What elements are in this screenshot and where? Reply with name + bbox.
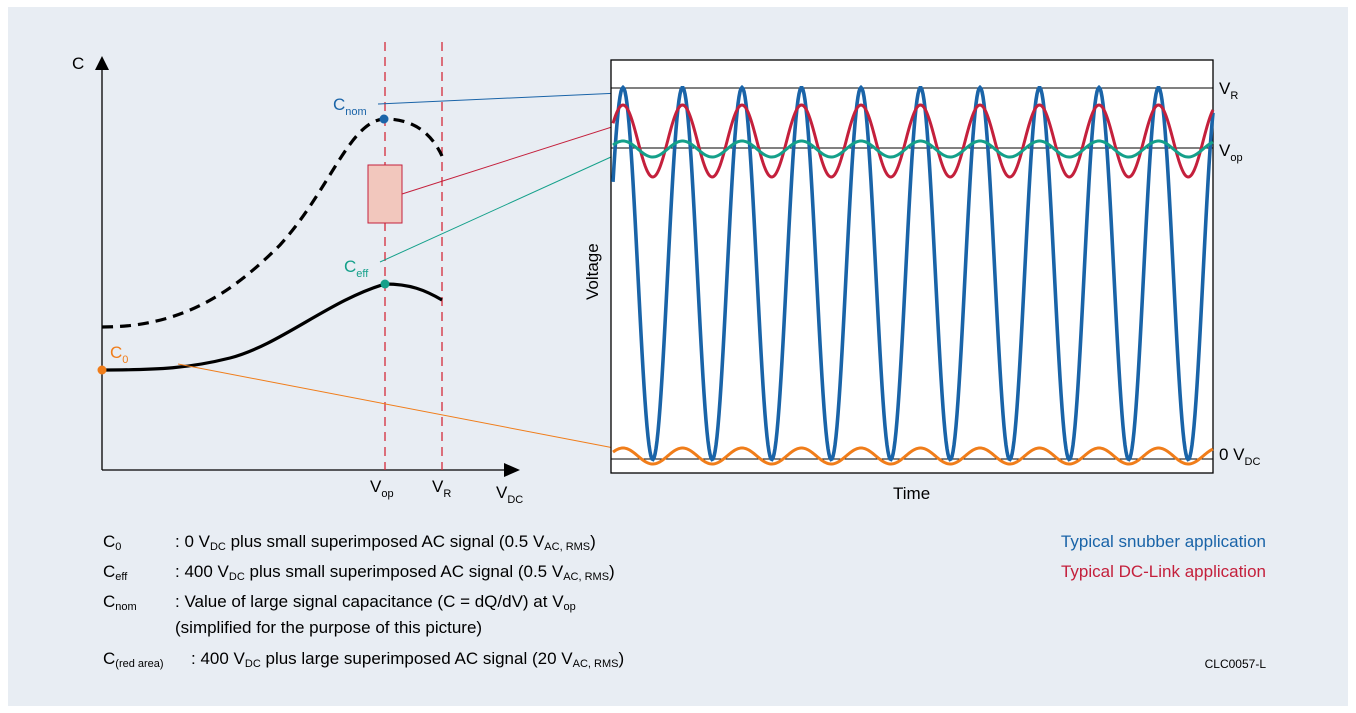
- c0-label: C0: [110, 343, 128, 366]
- legend-cred-text: : 400 VDC plus large superimposed AC sig…: [191, 649, 625, 670]
- right-y-axis-label: Voltage: [583, 243, 602, 300]
- ceff-label: Ceff: [344, 257, 369, 280]
- legend-block: C0 : 0 VDC plus small superimposed AC si…: [103, 532, 803, 682]
- legend-c0-text: : 0 VDC plus small superimposed AC signa…: [175, 532, 596, 553]
- c0-waveform: [612, 446, 1214, 466]
- ceff-connector: [379, 151, 623, 263]
- red-area-box: [367, 164, 403, 224]
- left-capacitance-chart: C VDC Vop VR Cnom Ceff C0: [72, 42, 523, 506]
- left-y-axis-arrow: [95, 56, 109, 70]
- ceff-solid-curve: [101, 282, 443, 372]
- vr-tick-label: VR: [432, 477, 451, 500]
- figure-code: CLC0057-L: [1204, 657, 1266, 671]
- dclink-waveform: [611, 103, 1215, 179]
- red-area-connector: [401, 125, 616, 195]
- cnom-connector: [377, 92, 621, 105]
- vop-level-label: Vop: [1219, 141, 1243, 164]
- legend-c0-symbol: C0: [103, 532, 122, 553]
- legend-cnom-text-line2: (simplified for the purpose of this pict…: [175, 618, 483, 637]
- right-voltage-chart: Voltage Time VR Vop 0 VDC: [583, 59, 1260, 503]
- right-x-axis-label: Time: [893, 484, 930, 503]
- ceff-waveform: [612, 139, 1214, 159]
- legend-ceff-symbol: Ceff: [103, 562, 128, 583]
- left-x-axis-arrow: [504, 463, 520, 477]
- cnom-dashed-curve: [101, 117, 444, 329]
- legend-cred-symbol: C(red area): [103, 649, 164, 670]
- dclink-application-label: Typical DC-Link application: [1060, 562, 1266, 581]
- c0-connector: [177, 363, 615, 449]
- left-y-axis-label: C: [72, 54, 84, 73]
- legend-ceff-text: : 400 VDC plus small superimposed AC sig…: [175, 562, 615, 583]
- zero-level-label: 0 VDC: [1219, 445, 1260, 468]
- left-x-axis-label: VDC: [496, 483, 523, 506]
- cnom-label: Cnom: [333, 95, 367, 118]
- legend-cnom-symbol: Cnom: [103, 592, 137, 613]
- c0-point: [97, 365, 107, 375]
- vr-level-label: VR: [1219, 79, 1238, 102]
- snubber-application-label: Typical snubber application: [1060, 532, 1266, 551]
- cnom-point: [379, 114, 389, 124]
- vop-tick-label: Vop: [370, 477, 394, 500]
- ceff-point: [380, 279, 390, 289]
- legend-cnom-text: : Value of large signal capacitance (C =…: [175, 592, 576, 613]
